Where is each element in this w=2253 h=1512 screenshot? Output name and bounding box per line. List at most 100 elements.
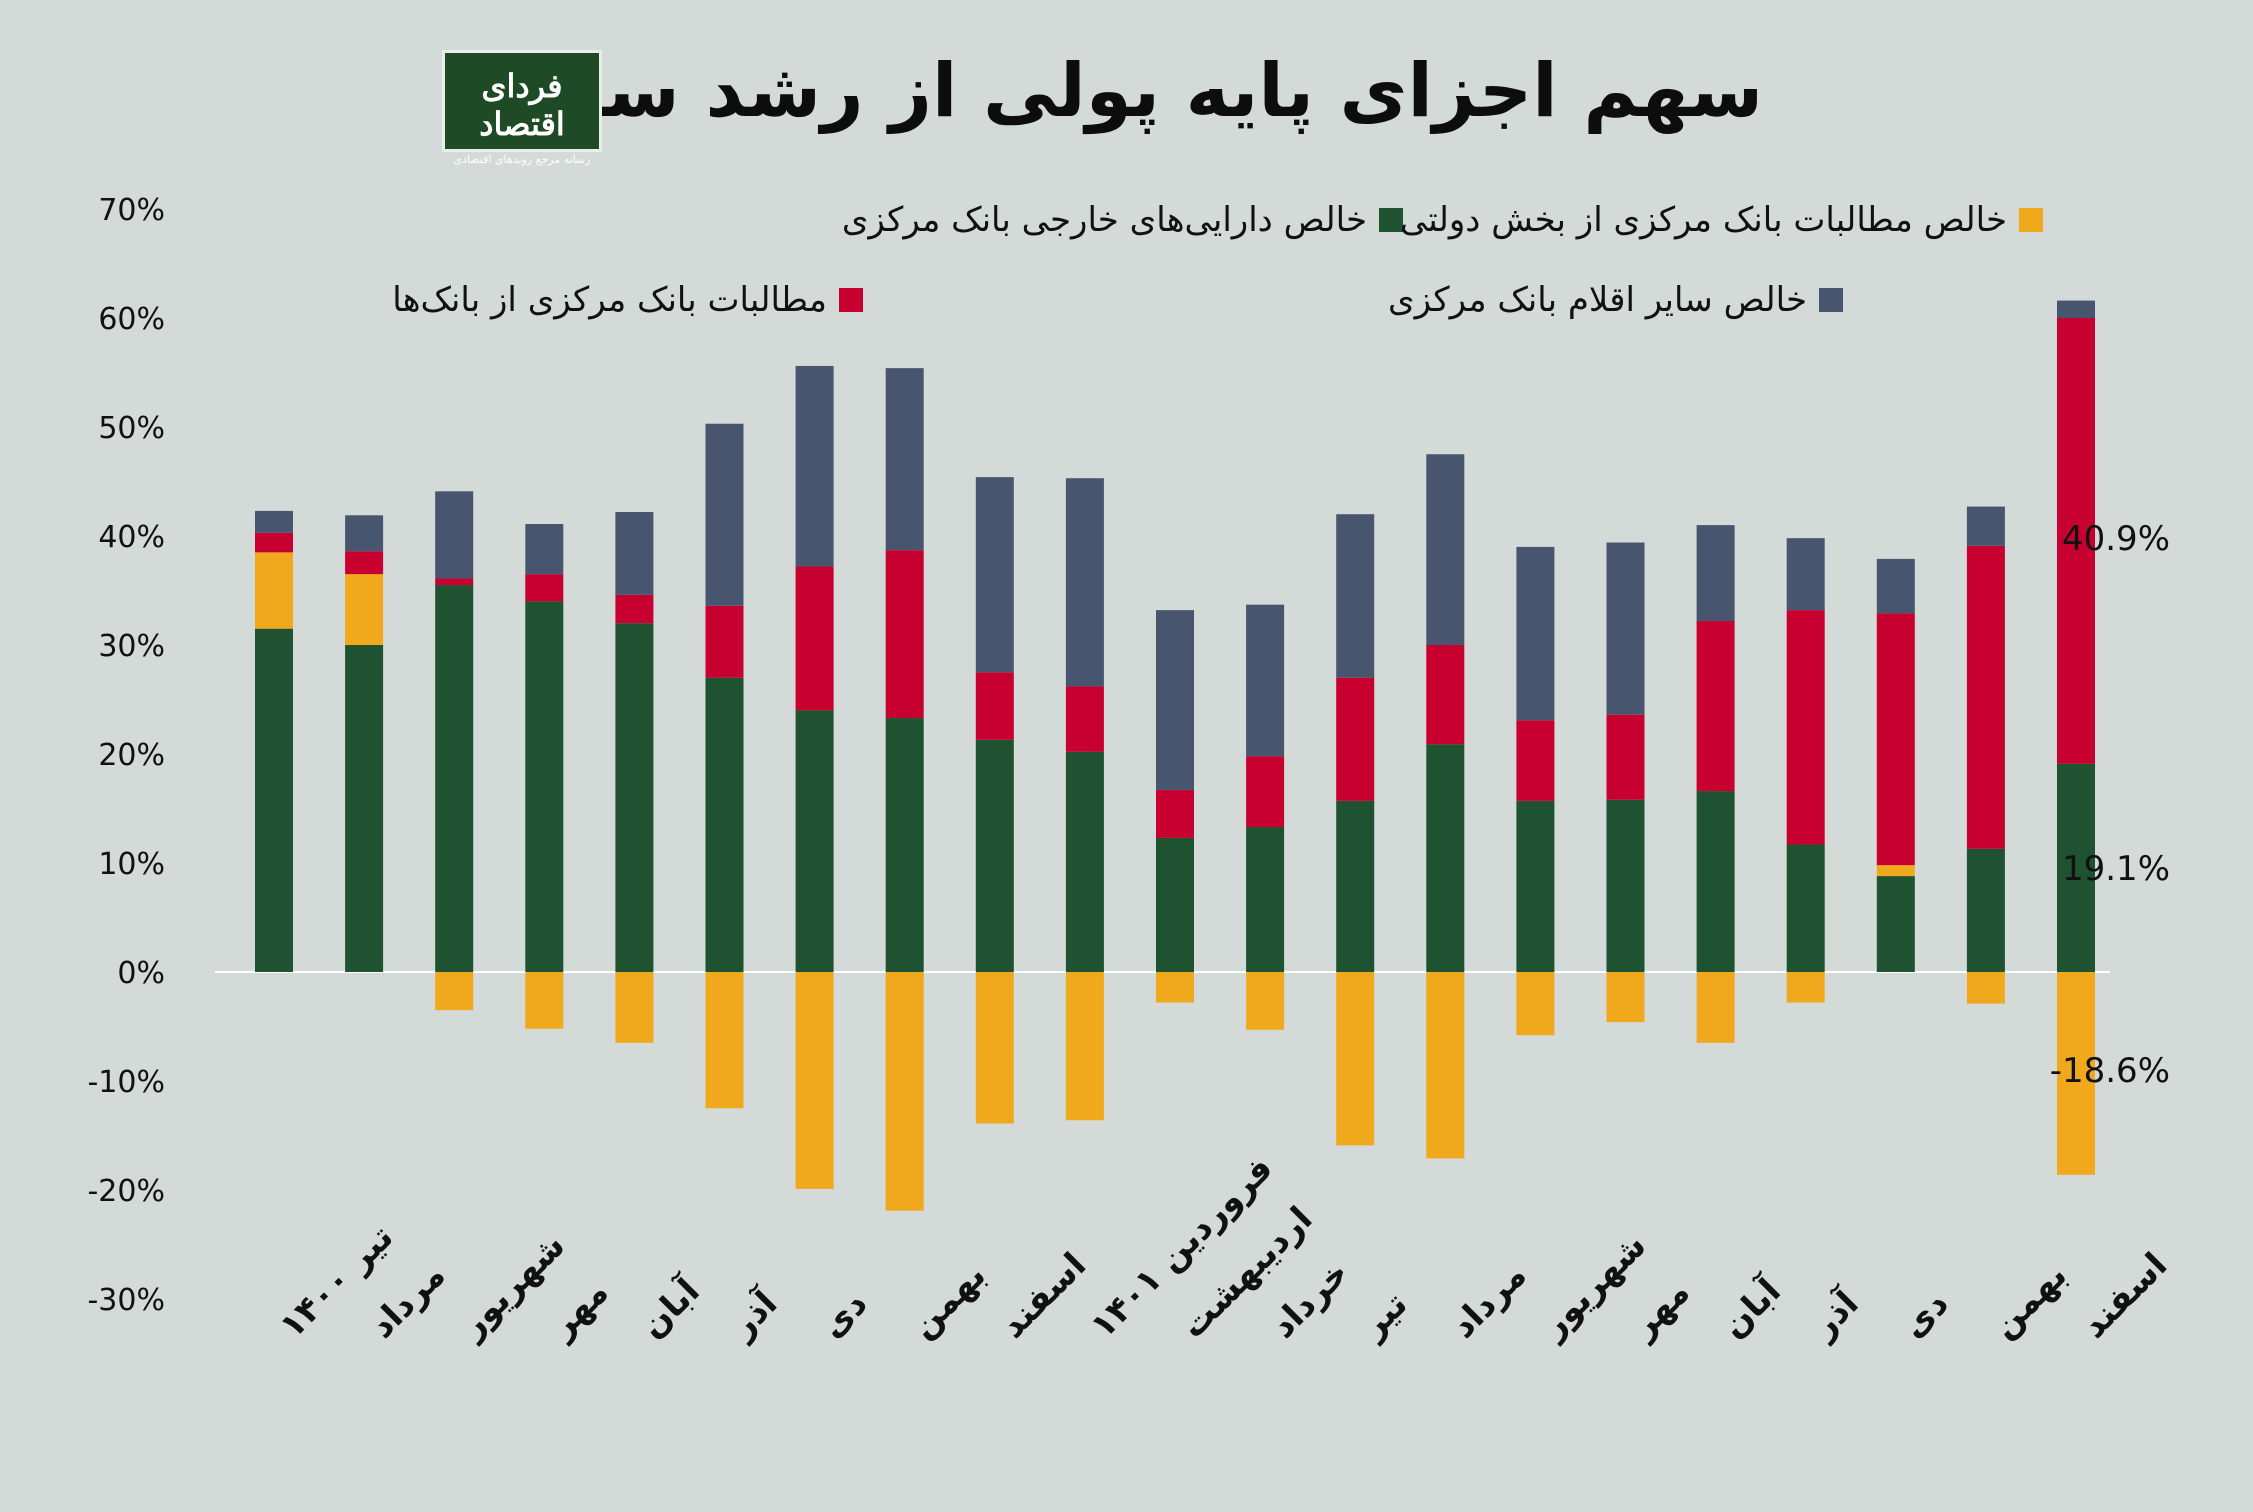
chart-title: سهم اجزای پایه پولی از رشد سالانه [451, 48, 1763, 134]
bar-foreign [975, 739, 1014, 972]
bar-banks [1516, 720, 1555, 801]
logo-tagline: رسانه مرجع روندهای اقتصادی [453, 153, 591, 166]
bar-other [1246, 604, 1285, 757]
bar-foreign [1156, 837, 1194, 972]
legend-item-banks: مطالبات بانک مرکزی از بانک‌ها [392, 280, 863, 320]
bar-banks [345, 551, 384, 575]
bar-banks [795, 566, 834, 711]
bar-government [1786, 972, 1825, 1003]
y-tick-label: -20% [87, 1174, 165, 1209]
bar-government [885, 972, 924, 1211]
bar-other [1696, 525, 1735, 622]
legend-swatch-foreign [1379, 208, 1403, 232]
bar-banks [435, 578, 474, 586]
bar-other [1336, 514, 1375, 678]
x-tick-label: اسفند [2074, 1245, 2175, 1346]
bar-government [975, 972, 1014, 1124]
bar-foreign [525, 601, 564, 972]
bar-government [615, 972, 654, 1043]
bar-foreign [1606, 799, 1645, 972]
x-tick-label: بهمن [1984, 1255, 2075, 1346]
bar-other [1876, 558, 1915, 614]
legend-label-government: خالص مطالبات بانک مرکزی از بخش دولتی [1399, 200, 2007, 240]
bar-banks [615, 594, 654, 624]
y-tick-label: 50% [98, 411, 165, 446]
bar-banks [1426, 645, 1465, 745]
bar-other [1966, 506, 2005, 546]
bar-foreign [255, 628, 293, 972]
bar-foreign [705, 677, 744, 972]
bar-government [435, 972, 474, 1011]
annotation-government: -18.6% [2050, 1051, 2170, 1091]
bar-foreign [885, 718, 924, 972]
x-tick-label: آبان [631, 1269, 708, 1346]
bar-foreign [1696, 791, 1735, 972]
bar-other [1426, 454, 1465, 645]
bar-other [345, 515, 384, 552]
bar-banks [975, 672, 1014, 740]
bar-government [1516, 972, 1555, 1036]
bar-other [1786, 538, 1825, 611]
logo-name: فردای اقتصاد [479, 67, 565, 143]
bar-government [705, 972, 744, 1109]
bar-government [1246, 972, 1285, 1030]
x-tick-label: دی [1894, 1284, 1957, 1347]
y-tick-label: 70% [98, 193, 165, 228]
y-tick-label: -10% [87, 1065, 165, 1100]
bar-foreign [1966, 848, 2005, 972]
legend-item-other: خالص سایر اقلام بانک مرکزی [1388, 280, 1843, 320]
bar-other [1606, 542, 1645, 715]
bar-other [525, 524, 564, 575]
y-tick-label: 60% [98, 302, 165, 337]
bar-other [885, 368, 924, 551]
bar-government [2057, 972, 2095, 1175]
bar-foreign [1876, 876, 1915, 972]
bar-foreign [2057, 763, 2095, 972]
bar-government [1065, 972, 1104, 1121]
x-tick-label: آذر [720, 1281, 786, 1347]
legend-label-other: خالص سایر اقلام بانک مرکزی [1388, 280, 1807, 320]
bar-banks [1065, 686, 1104, 752]
bar-government [795, 972, 834, 1189]
y-tick-label: -30% [87, 1283, 165, 1318]
legend-item-government: خالص مطالبات بانک مرکزی از بخش دولتی [1400, 200, 2043, 240]
bar-government [1696, 972, 1735, 1043]
y-tick-label: 20% [98, 738, 165, 773]
bar-banks [1696, 621, 1735, 792]
bar-government [1966, 972, 2005, 1004]
bar-banks [525, 574, 564, 602]
bar-government [1876, 865, 1915, 877]
bar-banks [885, 550, 924, 719]
bar-foreign [435, 585, 474, 972]
y-tick-label: 0% [117, 956, 165, 991]
bar-foreign [615, 623, 654, 972]
bar-banks [1606, 714, 1645, 800]
bar-banks [705, 605, 744, 678]
bar-foreign [1065, 751, 1104, 972]
bar-other [255, 510, 293, 533]
bars [255, 300, 2095, 1211]
x-tick-label: بهمن [903, 1255, 994, 1346]
bar-foreign [1336, 800, 1375, 972]
x-tick-label: مهر [1622, 1272, 1697, 1347]
bar-foreign [1246, 827, 1285, 972]
bar-banks [2057, 318, 2095, 764]
bar-foreign [345, 645, 384, 972]
bar-foreign [1786, 844, 1825, 972]
bar-other [975, 477, 1014, 673]
bar-banks [1786, 610, 1825, 845]
legend-swatch-government [2019, 208, 2043, 232]
legend-item-foreign: خالص دارایی‌های خارجی بانک مرکزی [842, 200, 1403, 240]
bar-other [705, 423, 744, 606]
bar-other [1065, 478, 1104, 687]
y-tick-label: 30% [98, 629, 165, 664]
bar-other [435, 491, 474, 579]
bar-banks [1966, 545, 2005, 849]
bar-foreign [1516, 800, 1555, 972]
x-tick-label: مرداد [1443, 1255, 1534, 1346]
bar-foreign [1426, 744, 1465, 972]
y-tick-label: 40% [98, 520, 165, 555]
bar-other [1516, 546, 1555, 721]
